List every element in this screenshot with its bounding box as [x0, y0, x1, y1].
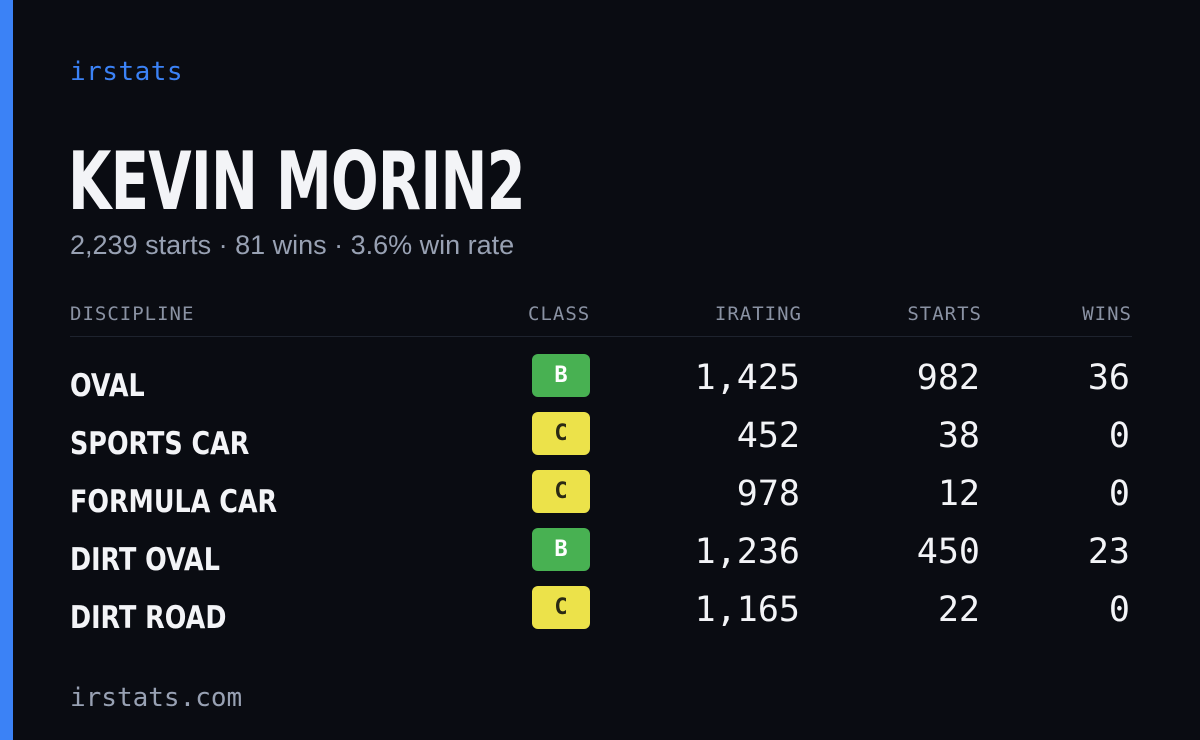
irating-value: 1,165 [694, 590, 800, 630]
starts-value: 12 [937, 474, 980, 514]
starts-value: 982 [916, 358, 980, 398]
discipline-name: DIRT ROAD [70, 600, 227, 636]
discipline-name: FORMULA CAR [70, 484, 278, 520]
starts-value: 22 [937, 590, 980, 630]
wins-value: 0 [1108, 590, 1130, 630]
class-badge: C [532, 412, 590, 455]
header-wins: WINS [1082, 303, 1132, 325]
starts-value: 450 [916, 532, 980, 572]
irating-value: 978 [736, 474, 800, 514]
class-badge: C [532, 470, 590, 513]
accent-bar [0, 0, 13, 740]
discipline-name: DIRT OVAL [70, 542, 220, 578]
wins-value: 36 [1087, 358, 1130, 398]
discipline-name: OVAL [70, 368, 145, 404]
class-badge: C [532, 586, 590, 629]
starts-value: 38 [937, 416, 980, 456]
table-header: DISCIPLINE CLASS IRATING STARTS WINS [70, 300, 1132, 328]
brand-logo-text: irstats [70, 57, 184, 87]
header-starts: STARTS [907, 303, 982, 325]
table-row: DIRT OVAL B 1,236 450 23 [70, 528, 1132, 586]
header-class: CLASS [528, 303, 591, 325]
player-summary: 2,239 starts · 81 wins · 3.6% win rate [70, 230, 515, 260]
wins-value: 0 [1108, 416, 1130, 456]
header-irating: IRATING [714, 303, 802, 325]
discipline-name: SPORTS CAR [70, 426, 250, 462]
class-badge: B [532, 528, 590, 571]
header-discipline: DISCIPLINE [70, 303, 195, 325]
header-divider [70, 336, 1132, 337]
table-row: OVAL B 1,425 982 36 [70, 354, 1132, 412]
irating-value: 1,425 [694, 358, 800, 398]
class-badge: B [532, 354, 590, 397]
wins-value: 23 [1087, 532, 1130, 572]
table-row: DIRT ROAD C 1,165 22 0 [70, 586, 1132, 644]
irating-value: 452 [736, 416, 800, 456]
footer-url: irstats.com [70, 683, 243, 713]
wins-value: 0 [1108, 474, 1130, 514]
table-row: SPORTS CAR C 452 38 0 [70, 412, 1132, 470]
table-row: FORMULA CAR C 978 12 0 [70, 470, 1132, 528]
player-name: KEVIN MORIN2 [68, 135, 526, 228]
irating-value: 1,236 [694, 532, 800, 572]
